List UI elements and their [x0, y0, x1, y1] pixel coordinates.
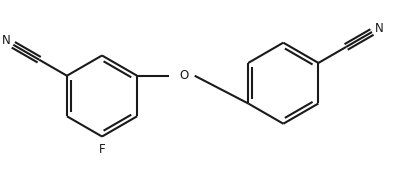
Text: N: N: [2, 34, 11, 47]
Text: O: O: [179, 69, 188, 82]
Text: F: F: [99, 143, 105, 156]
Text: N: N: [375, 21, 383, 34]
